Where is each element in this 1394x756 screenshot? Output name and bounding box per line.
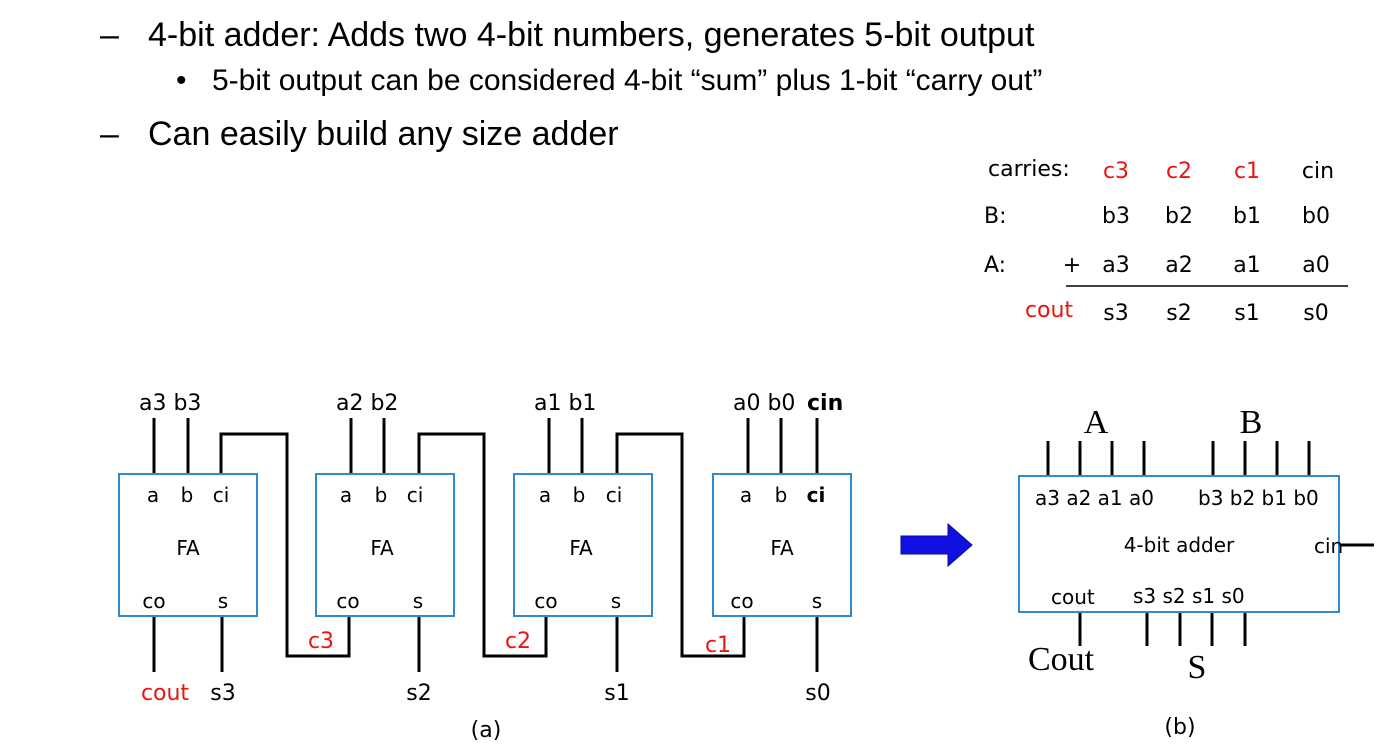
sub-bullet-marker: • [176, 64, 187, 97]
adder-s-outputs: s3 s2 s1 s0 [1133, 584, 1245, 608]
adder-a-inputs: a3 a2 a1 a0 [1035, 486, 1154, 510]
stage2-inputs: a2 b2 [336, 391, 398, 416]
fa3-co: co [142, 589, 165, 613]
carry-cin: cin [1302, 159, 1334, 184]
bullet-1-text: 4-bit adder: Adds two 4-bit numbers, gen… [148, 16, 1035, 54]
ripple-carry-adder [152, 418, 819, 672]
a-bit-2: a2 [1165, 253, 1192, 278]
stage0-cin: cin [807, 391, 843, 416]
right-arrow-icon [900, 522, 973, 568]
ripple-s3: s3 [210, 681, 235, 706]
bus-label-A: A [1084, 404, 1109, 441]
carry-label-c1: c1 [705, 633, 731, 658]
fa0-s: s [812, 589, 822, 613]
adder-block: A B a3 a2 a1 a0 b3 b2 b1 b0 4-bit adder … [1018, 404, 1374, 740]
table-cout: cout [1025, 298, 1073, 323]
fa-labels: a b ci FA co s a b ci FA co s a b ci FA … [142, 483, 825, 613]
bus-label-B: B [1240, 404, 1263, 441]
fa0-name: FA [770, 536, 794, 560]
plus-sign: + [1063, 253, 1081, 278]
fa3-name: FA [176, 536, 200, 560]
b-row-label: B: [984, 204, 1007, 229]
fa3-b: b [181, 483, 194, 507]
wire-c1 [615, 432, 746, 658]
ripple-s2: s2 [406, 681, 431, 706]
bullet-2-text: Can easily build any size adder [148, 115, 619, 153]
fa1-co: co [534, 589, 557, 613]
sum-bit-3: s3 [1103, 301, 1128, 326]
adder-title: 4-bit adder [1124, 533, 1235, 557]
sub-bullet-text: 5-bit output can be considered 4-bit “su… [212, 64, 1043, 97]
fa-box-1 [513, 473, 653, 617]
fa0-b: b [775, 483, 788, 507]
fa1-a: a [539, 483, 551, 507]
carry-c2: c2 [1166, 159, 1192, 184]
b-bit-3: b3 [1102, 204, 1130, 229]
carry-c3: c3 [1103, 159, 1129, 184]
bullet-2-marker: – [100, 115, 119, 153]
fa3-s: s [218, 589, 228, 613]
fa2-a: a [340, 483, 352, 507]
stage3-inputs: a3 b3 [139, 391, 201, 416]
fa2-name: FA [370, 536, 394, 560]
stage0-inputs: a0 b0 [733, 391, 795, 416]
ripple-cout: cout [141, 681, 189, 706]
adder-cout: cout [1051, 585, 1095, 609]
a-row-label: A: [984, 253, 1006, 278]
fa-box-0 [712, 473, 852, 617]
b-bit-2: b2 [1165, 204, 1193, 229]
carry-labels: c3 c2 c1 [308, 629, 731, 658]
fa1-b: b [573, 483, 586, 507]
fa0-ci: ci [807, 483, 826, 507]
wire-c3 [219, 432, 351, 658]
fa0-co: co [730, 589, 753, 613]
sum-bit-0: s0 [1303, 301, 1328, 326]
sum-bit-2: s2 [1166, 301, 1191, 326]
adder-box [1018, 475, 1340, 613]
fa3-a: a [147, 483, 159, 507]
carry-label-c3: c3 [308, 629, 334, 654]
stage-input-labels: a3 b3 a2 b2 a1 b1 a0 b0 cin [139, 391, 843, 416]
fa1-name: FA [569, 536, 593, 560]
bus-label-S: S [1188, 649, 1207, 686]
addition-table: carries: c3 c2 c1 cin B: b3 b2 b1 b0 A: … [984, 157, 1348, 326]
carry-c1: c1 [1234, 159, 1260, 184]
wire-c2 [417, 432, 548, 658]
sum-bit-1: s1 [1234, 301, 1259, 326]
caption-b: (b) [1164, 715, 1195, 740]
fa2-ci: ci [407, 483, 424, 507]
a-bit-0: a0 [1302, 253, 1329, 278]
fa-boxes [118, 473, 852, 617]
a-bit-1: a1 [1233, 253, 1260, 278]
fa3-ci: ci [213, 483, 230, 507]
fa1-s: s [611, 589, 621, 613]
bullet-1-marker: – [100, 16, 119, 54]
fa0-a: a [740, 483, 752, 507]
adder-cin: cin [1314, 534, 1343, 558]
stage-output-labels: cout s3 s2 s1 s0 (a) [141, 681, 831, 743]
ripple-s0: s0 [805, 681, 830, 706]
b-bit-1: b1 [1233, 204, 1261, 229]
fa-box-3 [118, 473, 258, 617]
fa2-s: s [413, 589, 423, 613]
fa2-b: b [375, 483, 388, 507]
adder-b-inputs: b3 b2 b1 b0 [1198, 486, 1319, 510]
caption-a: (a) [471, 718, 502, 743]
carries-label: carries: [988, 157, 1070, 182]
fa1-ci: ci [606, 483, 623, 507]
bus-label-Cout: Cout [1028, 641, 1095, 678]
fa-box-2 [315, 473, 455, 617]
b-bit-0: b0 [1302, 204, 1330, 229]
stage1-inputs: a1 b1 [534, 391, 596, 416]
fa2-co: co [336, 589, 359, 613]
ripple-s1: s1 [604, 681, 629, 706]
carry-label-c2: c2 [505, 629, 531, 654]
a-bit-3: a3 [1102, 253, 1129, 278]
